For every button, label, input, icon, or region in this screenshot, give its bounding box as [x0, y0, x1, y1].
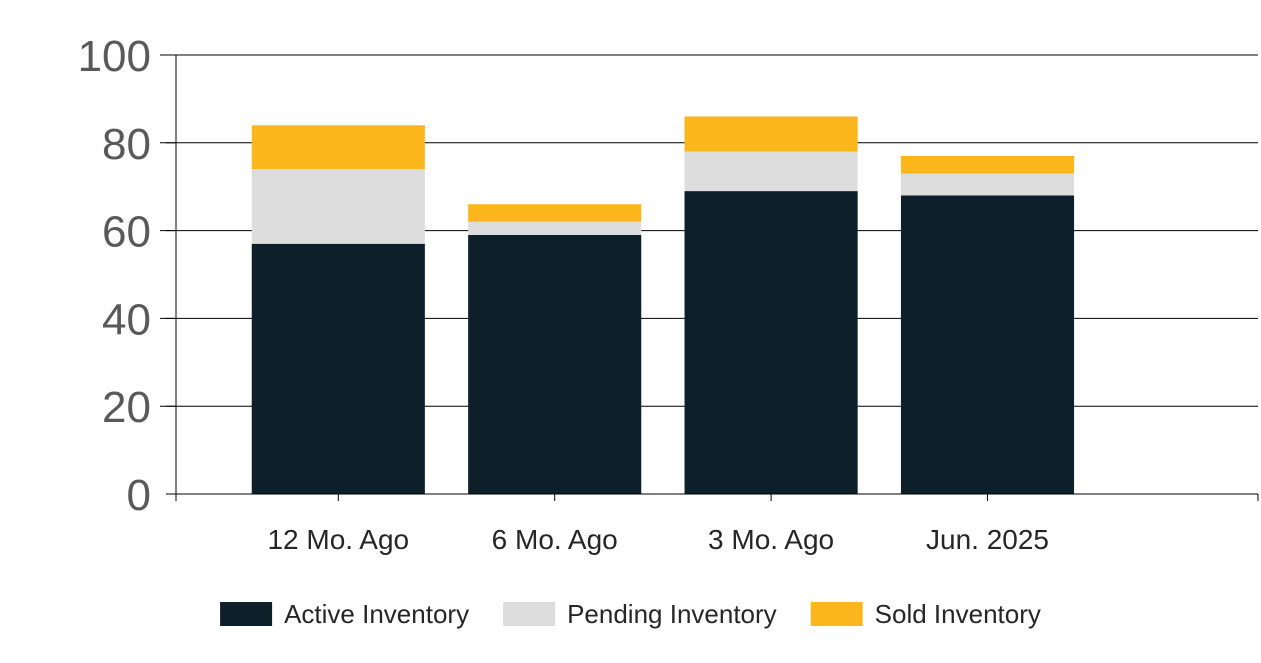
bar-segment-pending-inventory [684, 151, 858, 192]
y-tick-label: 0 [127, 471, 151, 520]
y-tick-label: 20 [102, 383, 151, 432]
bar-segment-active-inventory [468, 234, 642, 495]
legend-swatch [810, 602, 863, 626]
legend-label: Pending Inventory [567, 599, 777, 629]
x-tick-label: 3 Mo. Ago [708, 524, 834, 555]
y-tick-label: 100 [78, 32, 151, 81]
x-tick-labels: 12 Mo. Ago 6 Mo. Ago 3 Mo. Ago Jun. 2025 [267, 524, 1049, 555]
bar-segment-pending-inventory [900, 173, 1075, 196]
legend-swatch [220, 602, 273, 626]
bar-segment-active-inventory [251, 243, 425, 494]
x-tick-label: Jun. 2025 [926, 524, 1049, 555]
y-tick-label: 40 [102, 295, 151, 344]
bar-segment-sold-inventory [251, 125, 425, 170]
bar-segment-pending-inventory [468, 221, 642, 235]
legend-item: Active Inventory [220, 599, 469, 629]
y-tick-label: 80 [102, 120, 151, 169]
legend-swatch [503, 602, 556, 626]
bars [251, 116, 1075, 495]
bar-segment-sold-inventory [684, 116, 858, 152]
x-tick-label: 6 Mo. Ago [492, 524, 618, 555]
y-tick-labels: 0 20 40 60 80 100 [78, 32, 151, 520]
bar-segment-sold-inventory [468, 204, 642, 222]
axes [166, 54, 1259, 501]
bar-segment-active-inventory [684, 191, 858, 494]
legend-item: Sold Inventory [810, 599, 1041, 629]
bar-segment-sold-inventory [900, 155, 1075, 174]
legend: Active Inventory Pending Inventory Sold In… [220, 599, 1041, 629]
legend-item: Pending Inventory [503, 599, 777, 629]
bar-segment-active-inventory [900, 195, 1075, 495]
legend-label: Sold Inventory [875, 599, 1041, 629]
legend-label: Active Inventory [284, 599, 469, 629]
bar-segment-pending-inventory [251, 169, 425, 244]
y-tick-label: 60 [102, 208, 151, 257]
x-tick-label: 12 Mo. Ago [267, 524, 409, 555]
